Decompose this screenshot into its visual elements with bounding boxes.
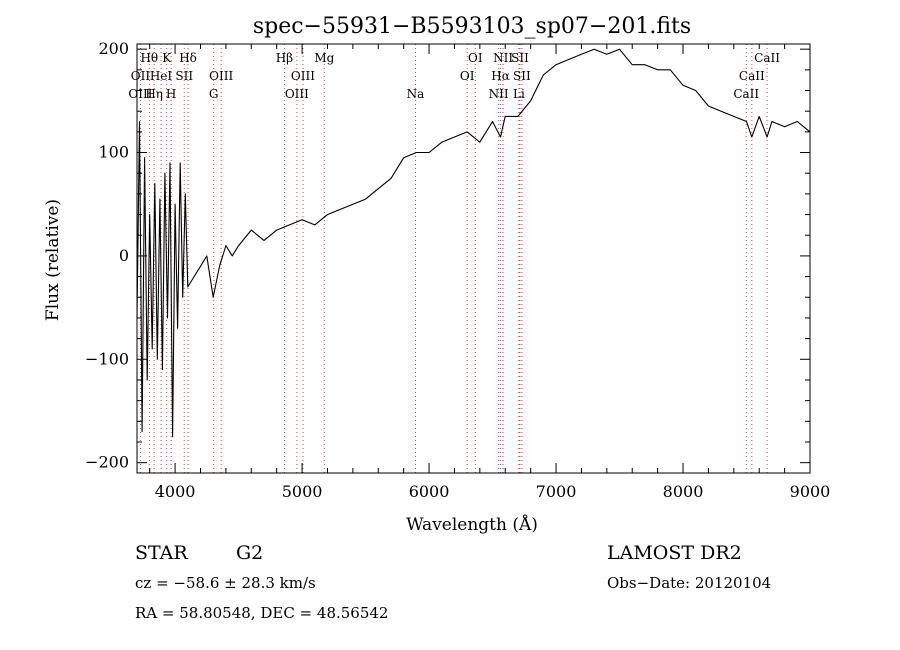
y-axis-label: Flux (relative) [43, 199, 63, 321]
x-tick-label: 7000 [536, 482, 577, 501]
y-tick-label: −100 [85, 349, 129, 368]
spectral-line-label: NII [489, 87, 509, 101]
survey-name: LAMOST DR2 [607, 542, 742, 564]
spectral-line-label: NII [493, 51, 513, 65]
object-class: STAR [135, 542, 188, 564]
spectral-line-label: CaII [739, 69, 765, 83]
spectral-line-label: Hα [491, 69, 510, 83]
spectral-line-label: OIII [285, 87, 309, 101]
y-tick-label: 100 [98, 143, 129, 162]
chart-title: spec−55931−B5593103_sp07−201.fits [253, 14, 691, 39]
spectral-line-label: SII [511, 51, 529, 65]
spectral-line-label: OII [131, 69, 151, 83]
obs-date: Obs−Date: 20120104 [607, 574, 772, 592]
spectral-line-label: Hθ [140, 51, 158, 65]
spectral-line-label: CaII [733, 87, 759, 101]
spectral-line-markers [139, 44, 768, 473]
y-tick-label: 0 [119, 246, 129, 265]
spectral-line-label: Hδ [179, 51, 197, 65]
spectral-line-label: HeI [150, 69, 173, 83]
spectral-line-label: SII [513, 69, 531, 83]
spectral-line-label: Li [513, 87, 525, 101]
x-tick-label: 9000 [790, 482, 831, 501]
x-tick-label: 4000 [155, 482, 196, 501]
spectral-line-label: K [162, 51, 172, 65]
spectral-line-label: OIII [291, 69, 315, 83]
axis-ticks: 4000 5000 6000 7000 8000 9000 −200 −100 0 100 200 [85, 39, 830, 501]
spectrum-series [136, 48, 811, 438]
y-tick-label: −200 [85, 453, 129, 472]
y-tick-label: 200 [98, 39, 129, 58]
redshift-info: cz = −58.6 ± 28.3 km/s [135, 574, 316, 592]
spectral-line-label: Na [407, 87, 425, 101]
spectral-line-label: SII [175, 69, 193, 83]
spectral-line-label: G [209, 87, 219, 101]
x-tick-label: 5000 [282, 482, 323, 501]
spectral-line-label: OIII [128, 87, 152, 101]
spectral-line-label: Mg [314, 51, 334, 65]
spectral-line-label: CaII [754, 51, 780, 65]
object-subclass: G2 [236, 542, 264, 564]
spectral-line-label: H [166, 87, 176, 101]
x-axis-label: Wavelength (Å) [406, 514, 538, 535]
spectral-line-label: Hβ [276, 51, 293, 65]
x-tick-label: 8000 [663, 482, 704, 501]
plot-frame [136, 43, 811, 474]
spectral-line-label: OI [460, 69, 475, 83]
spectral-line-label: OI [468, 51, 483, 65]
spectral-line-label: Hη [145, 87, 163, 101]
spectral-line-label: OIII [209, 69, 233, 83]
x-tick-label: 6000 [409, 482, 450, 501]
spectrum-line [136, 48, 811, 438]
coordinates: RA = 58.80548, DEC = 48.56542 [135, 604, 389, 622]
